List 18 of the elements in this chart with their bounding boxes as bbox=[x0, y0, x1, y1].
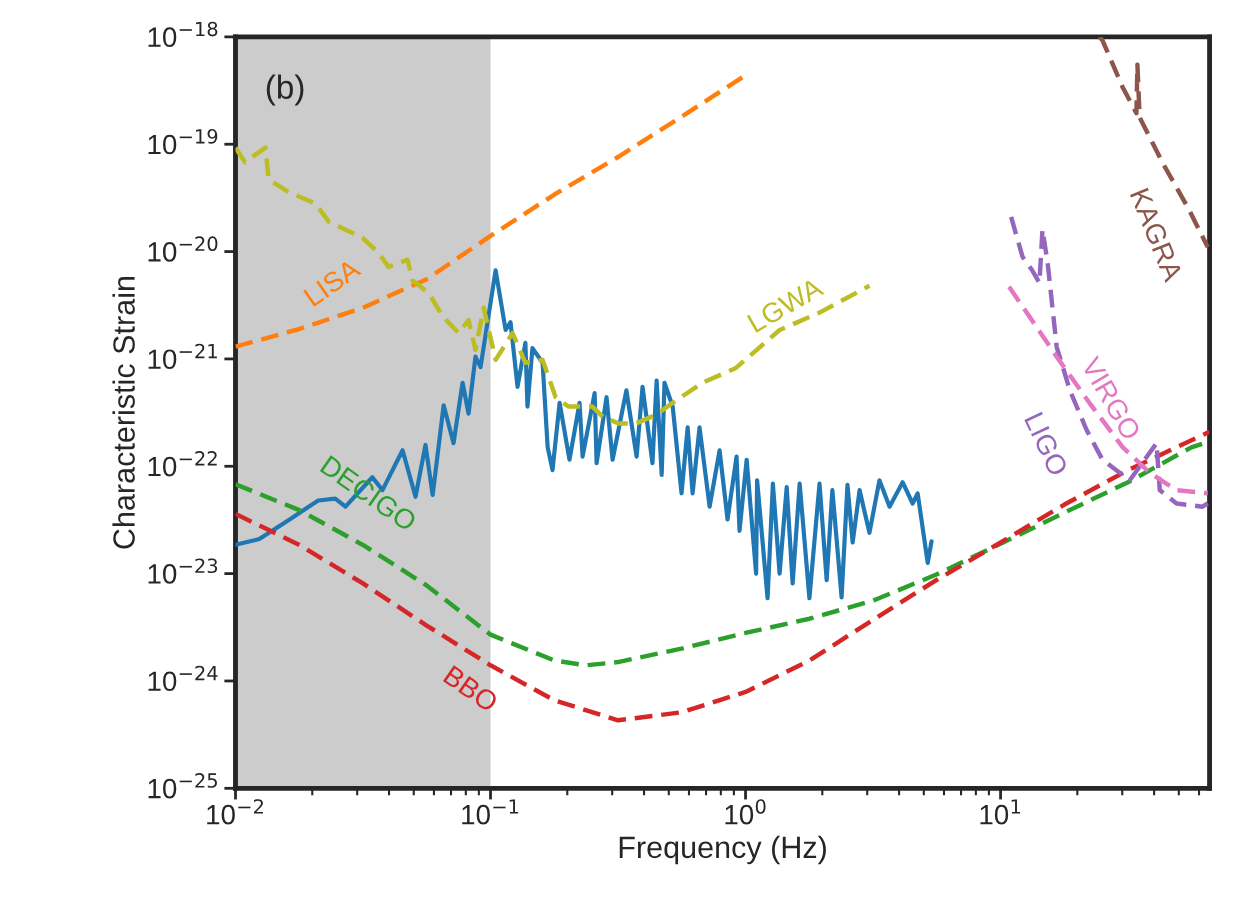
y-axis-title: Characteristic Strain bbox=[112, 277, 135, 549]
y-tick-label: 10$^{−23}$ bbox=[148, 558, 218, 584]
y-tick-label: 10$^{−20}$ bbox=[148, 236, 218, 262]
y-tick-label: 10$^{−21}$ bbox=[148, 343, 217, 370]
x-tick-label: 10$^{−2}$ bbox=[207, 799, 263, 825]
x-tick-label: 10$^{1}$ bbox=[980, 799, 1021, 825]
text: LIGO bbox=[1024, 411, 1069, 477]
text: LISA bbox=[303, 257, 362, 307]
y-tick-label: 10$^{−22}$ bbox=[148, 451, 217, 477]
text: BBO bbox=[442, 665, 500, 713]
y-tick-label: 10$^{−19}$ bbox=[148, 129, 218, 155]
x-tick-label: 10$^{−1}$ bbox=[462, 799, 519, 825]
y-tick-label: 10$^{−25}$ bbox=[148, 773, 217, 799]
x-axis-title: Frequency (Hz) bbox=[619, 835, 826, 865]
y-tick-label: 10$^{−18}$ bbox=[148, 21, 218, 48]
y-tick-label: 10$^{−24}$ bbox=[148, 665, 218, 692]
x-tick-label: 10$^{0}$ bbox=[725, 799, 766, 825]
annotation: (b) bbox=[266, 74, 304, 106]
